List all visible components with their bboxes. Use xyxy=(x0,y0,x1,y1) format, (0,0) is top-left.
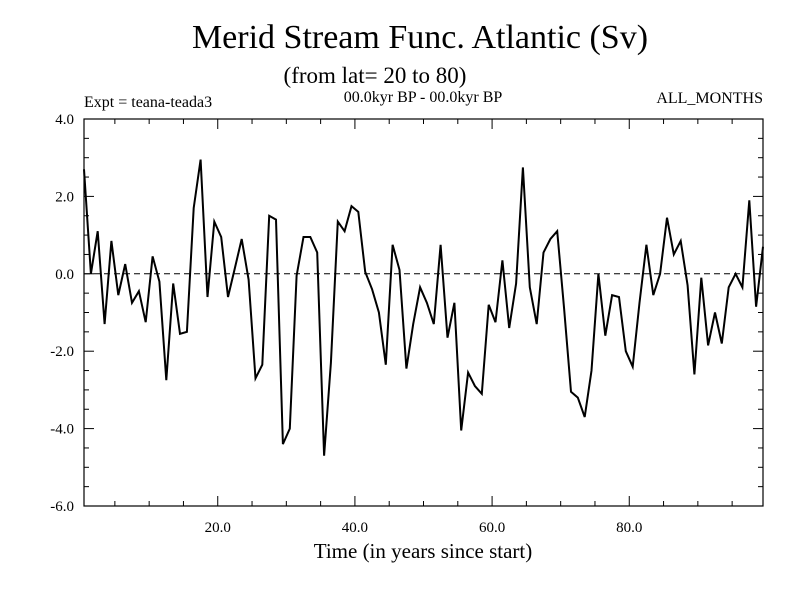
plot-frame xyxy=(83,118,764,507)
x-axis-label: Time (in years since start) xyxy=(314,539,533,563)
y-tick-label: 0.0 xyxy=(55,267,74,283)
annotation-right: ALL_MONTHS xyxy=(656,90,763,107)
y-tick-label: 2.0 xyxy=(55,189,74,205)
x-tick-label: 20.0 xyxy=(205,520,231,536)
x-minor-ticks xyxy=(114,119,733,506)
series-line xyxy=(83,159,764,456)
x-tick-label: 60.0 xyxy=(479,520,505,536)
chart-subtitle: (from lat= 20 to 80) xyxy=(284,63,467,88)
annotation-center: 00.0kyr BP - 00.0kyr BP xyxy=(344,89,503,106)
y-tick-label: -4.0 xyxy=(50,422,74,438)
x-tick-label: 80.0 xyxy=(616,520,642,536)
x-ticks: 20.0 40.0 60.0 80.0 xyxy=(205,119,642,536)
y-ticks: -6.0 -4.0 -2.0 0.0 2.0 4.0 xyxy=(50,112,763,515)
y-minor-ticks xyxy=(84,137,763,488)
y-tick-label: -6.0 xyxy=(50,499,74,515)
annotation-left: Expt = teana-teada3 xyxy=(84,94,212,111)
y-tick-label: -2.0 xyxy=(50,344,74,360)
x-tick-label: 40.0 xyxy=(342,520,368,536)
chart-title: Merid Stream Func. Atlantic (Sv) xyxy=(192,19,648,56)
y-tick-label: 4.0 xyxy=(55,112,74,128)
